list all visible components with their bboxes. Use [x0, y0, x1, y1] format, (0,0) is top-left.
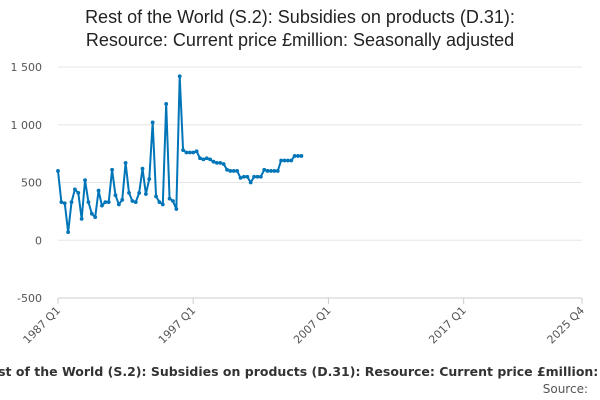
y-axis: -500 0 500 1 000 1 500 [11, 61, 43, 305]
data-point[interactable] [289, 158, 294, 163]
data-point[interactable] [160, 202, 165, 207]
data-point[interactable] [187, 150, 192, 155]
chart-title: Rest of the World (S.2): Subsidies on pr… [0, 6, 600, 52]
data-point[interactable] [66, 230, 71, 235]
data-point[interactable] [258, 174, 263, 179]
data-point[interactable] [83, 178, 87, 183]
x-tick-label: 1997 Q1 [156, 304, 199, 347]
data-point[interactable] [59, 200, 64, 205]
data-point[interactable] [181, 148, 185, 153]
data-point[interactable] [228, 169, 233, 173]
data-point[interactable] [127, 190, 131, 195]
data-point[interactable] [73, 187, 77, 192]
data-point[interactable] [171, 199, 175, 203]
data-point[interactable] [214, 160, 219, 165]
data-point[interactable] [262, 167, 267, 172]
data-point[interactable] [225, 167, 229, 172]
y-tick-label: 500 [21, 177, 42, 190]
data-point[interactable] [89, 211, 94, 216]
data-point[interactable] [194, 149, 199, 154]
data-point[interactable] [56, 169, 60, 173]
footer-title: Rest of the World (S.2): Subsidies on pr… [0, 364, 600, 379]
data-point[interactable] [265, 169, 270, 173]
data-point[interactable] [299, 154, 304, 158]
data-point[interactable] [292, 154, 297, 158]
data-point[interactable] [177, 74, 182, 79]
data-point[interactable] [113, 193, 118, 198]
data-point[interactable] [103, 200, 108, 205]
data-point[interactable] [120, 197, 125, 202]
data-point[interactable] [167, 196, 172, 201]
plot-area [56, 74, 304, 235]
chart-title-line-1: Rest of the World (S.2): Subsidies on pr… [85, 7, 515, 27]
data-point[interactable] [154, 194, 158, 199]
data-point[interactable] [137, 190, 142, 195]
source-label: Source: [542, 382, 588, 396]
y-tick-label: 1 000 [11, 119, 43, 132]
data-point[interactable] [184, 150, 189, 155]
x-tick-label: 2025 Q4 [545, 304, 588, 347]
grid-lines [58, 66, 582, 299]
data-point[interactable] [238, 175, 243, 180]
x-axis: 1987 Q1 1997 Q1 2007 Q1 2017 Q1 2025 Q4 [21, 297, 588, 347]
x-tick-label: 2017 Q1 [426, 304, 469, 347]
data-point[interactable] [110, 167, 114, 172]
data-point[interactable] [211, 159, 216, 164]
data-point[interactable] [130, 199, 135, 203]
data-point[interactable] [96, 188, 101, 193]
y-tick-label: -500 [17, 292, 42, 305]
data-point[interactable] [62, 201, 67, 206]
data-point[interactable] [285, 158, 290, 163]
data-point[interactable] [282, 158, 287, 163]
chart-title-line-2: Resource: Current price £million: Season… [85, 30, 515, 50]
data-point[interactable] [174, 207, 179, 211]
data-point[interactable] [79, 216, 84, 221]
data-point[interactable] [100, 203, 104, 208]
data-point[interactable] [123, 160, 128, 165]
data-point[interactable] [157, 200, 162, 205]
data-point[interactable] [86, 200, 91, 205]
data-point[interactable] [231, 169, 236, 173]
data-point[interactable] [269, 169, 273, 173]
data-point[interactable] [144, 192, 148, 196]
data-point[interactable] [218, 160, 223, 165]
data-point[interactable] [242, 174, 246, 179]
data-point[interactable] [248, 180, 253, 185]
data-point[interactable] [255, 174, 260, 179]
series-line [57, 75, 302, 234]
data-point[interactable] [106, 200, 111, 205]
data-point[interactable] [164, 102, 169, 106]
data-point[interactable] [198, 156, 202, 161]
data-point[interactable] [147, 177, 152, 181]
data-point[interactable] [279, 158, 284, 163]
data-point[interactable] [191, 150, 196, 155]
data-point[interactable] [93, 215, 98, 220]
data-point[interactable] [245, 174, 250, 179]
x-tick-label: 2007 Q1 [291, 304, 334, 347]
data-point[interactable] [116, 202, 121, 207]
data-point[interactable] [252, 174, 256, 179]
data-point[interactable] [140, 166, 145, 171]
data-point[interactable] [150, 120, 155, 125]
data-point[interactable] [76, 190, 81, 195]
data-point[interactable] [221, 162, 226, 166]
data-point[interactable] [133, 200, 138, 205]
y-tick-label: 0 [35, 234, 42, 247]
data-point[interactable] [272, 169, 277, 173]
data-point[interactable] [69, 200, 74, 205]
data-point[interactable] [235, 169, 240, 173]
data-point[interactable] [296, 154, 300, 158]
data-point[interactable] [204, 156, 209, 161]
data-point[interactable] [275, 169, 280, 173]
x-tick-label: 1987 Q1 [21, 304, 64, 347]
data-point[interactable] [208, 157, 213, 162]
y-tick-label: 1 500 [11, 61, 43, 74]
data-point[interactable] [201, 157, 206, 162]
